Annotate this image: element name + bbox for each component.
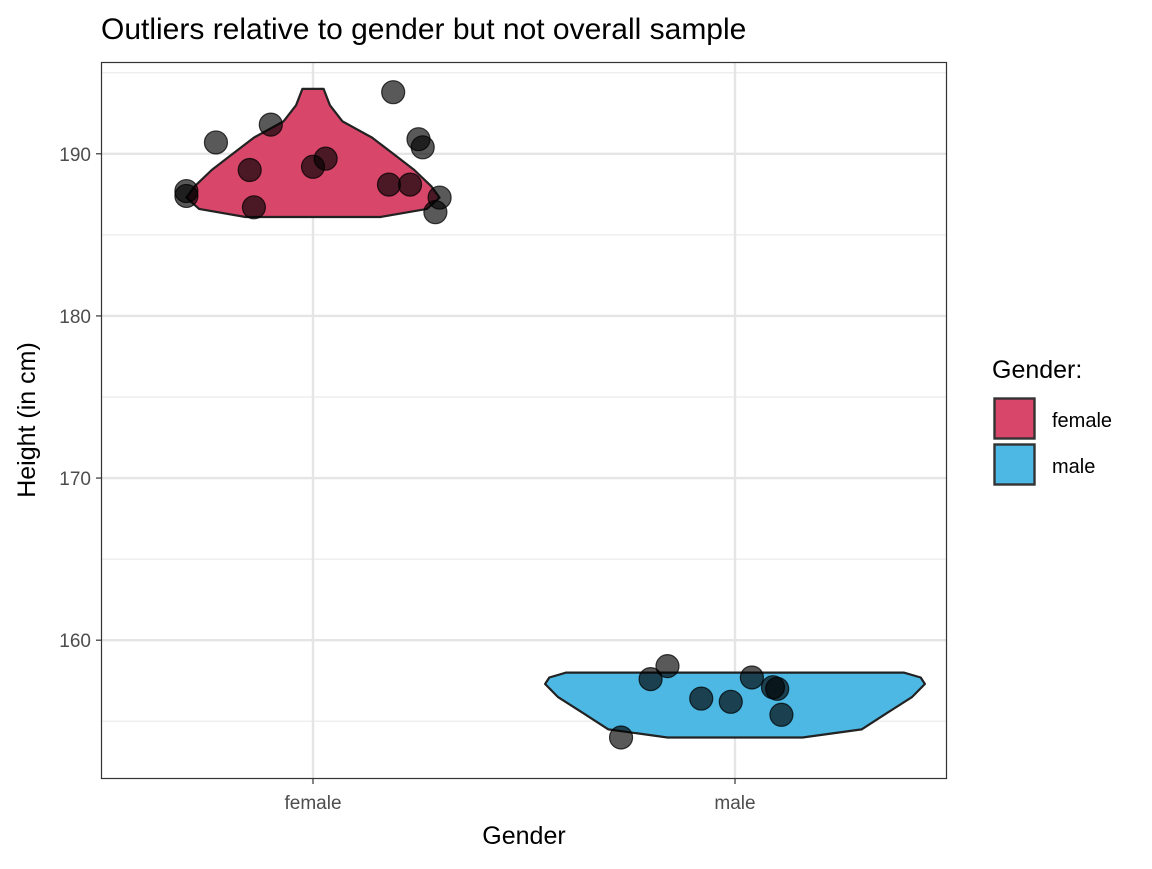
data-point-female	[258, 112, 283, 137]
data-point-female	[410, 135, 435, 160]
grid	[102, 63, 946, 778]
y-tick-label: 160	[59, 631, 91, 652]
data-point-female	[397, 172, 423, 197]
data-point-male	[638, 666, 663, 692]
data-point-female	[174, 183, 199, 209]
data-point-female	[237, 157, 262, 183]
legend-title: Gender:	[992, 356, 1082, 384]
points	[174, 80, 794, 750]
data-point-male	[765, 676, 790, 701]
data-point-male	[739, 665, 764, 690]
data-point-male	[769, 702, 794, 727]
data-point-female	[423, 200, 448, 225]
data-point-female	[300, 154, 326, 179]
data-point-male	[689, 686, 714, 711]
legend-swatch-female	[993, 397, 1036, 440]
x-axis: female male	[284, 778, 756, 814]
data-point-female	[203, 130, 229, 155]
legend-label-female: female	[1052, 410, 1112, 432]
x-tick-label: male	[714, 793, 755, 814]
y-tick-label: 180	[59, 307, 91, 328]
legend-label-male: male	[1052, 456, 1095, 478]
data-point-male	[718, 689, 743, 714]
y-axis-label: Height (in cm)	[13, 342, 41, 498]
data-point-female	[376, 172, 402, 197]
x-tick-label: female	[284, 793, 341, 814]
y-axis: 160 170 180 190	[59, 145, 102, 652]
chart-title: Outliers relative to gender but not over…	[101, 13, 746, 46]
data-point-female	[381, 80, 406, 105]
legend: Gender: female male	[992, 356, 1112, 486]
x-axis-label: Gender	[482, 822, 565, 850]
data-point-female	[241, 195, 267, 220]
plot-panel-border	[100, 61, 948, 780]
data-point-male	[655, 654, 680, 679]
legend-swatch-male	[993, 443, 1036, 486]
data-point-male	[608, 725, 634, 750]
y-tick-label: 190	[59, 145, 91, 166]
y-tick-label: 170	[59, 469, 91, 490]
